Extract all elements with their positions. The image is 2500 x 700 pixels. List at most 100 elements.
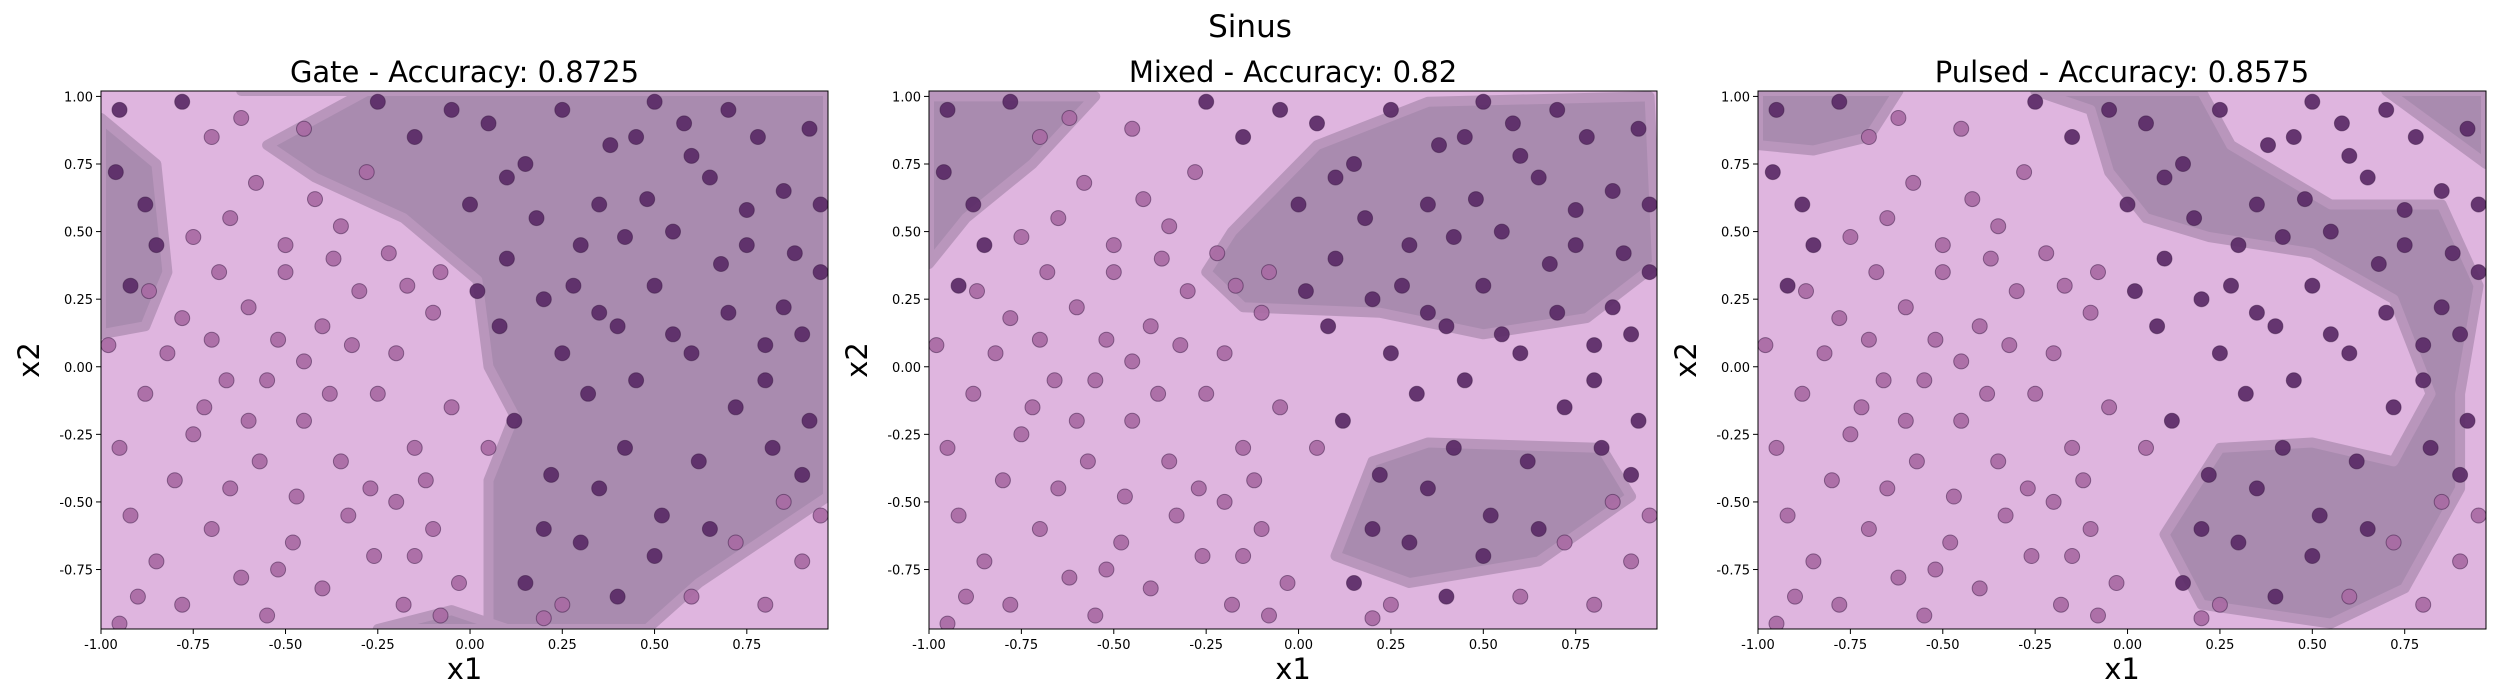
x-tick-label: -0.75 — [1005, 638, 1039, 653]
data-point-class1 — [2285, 372, 2302, 389]
data-point-class1 — [1467, 191, 1484, 208]
data-point-class0 — [314, 318, 331, 335]
data-point-class0 — [939, 439, 956, 456]
data-point-class1 — [2149, 318, 2166, 335]
data-point-class0 — [425, 521, 442, 537]
data-point-class0 — [1124, 353, 1141, 370]
data-point-class1 — [2248, 480, 2265, 497]
y-tick-label: -0.75 — [59, 564, 93, 579]
data-point-class1 — [2230, 534, 2247, 551]
data-point-class0 — [1209, 245, 1226, 262]
y-tick-label: 0.25 — [1721, 293, 1750, 308]
data-point-class1 — [617, 439, 633, 456]
data-point-class0 — [1604, 493, 1621, 510]
data-point-class1 — [1604, 183, 1621, 199]
data-point-class0 — [2008, 283, 2025, 300]
data-point-class1 — [628, 129, 645, 145]
data-point-class1 — [1438, 318, 1455, 335]
y-tick-label: -0.50 — [59, 496, 93, 511]
x-tick-label: 0.00 — [2113, 638, 2142, 653]
data-point-class0 — [2064, 548, 2081, 564]
data-point-class1 — [2341, 345, 2358, 362]
decision-region-class1 — [236, 91, 828, 629]
data-point-class0 — [1105, 237, 1122, 254]
data-point-class1 — [1382, 345, 1399, 362]
data-point-class1 — [646, 93, 663, 110]
data-point-class1 — [1346, 575, 1362, 591]
data-point-class1 — [406, 129, 423, 145]
data-point-class1 — [2267, 318, 2284, 335]
data-point-class1 — [462, 196, 478, 213]
data-point-class1 — [1779, 277, 1796, 294]
data-point-class0 — [129, 588, 146, 605]
data-point-class1 — [1567, 237, 1584, 254]
data-point-class1 — [2285, 129, 2302, 145]
data-point-class1 — [2211, 345, 2228, 362]
data-point-class1 — [1604, 299, 1621, 316]
data-point-class1 — [1364, 291, 1381, 308]
data-point-class1 — [775, 183, 792, 199]
data-point-class0 — [296, 120, 312, 137]
data-point-class1 — [1805, 237, 1822, 254]
data-point-class0 — [1916, 607, 1933, 624]
data-point-class1 — [2459, 412, 2476, 429]
data-point-class1 — [2186, 210, 2203, 227]
data-point-class1 — [2444, 245, 2461, 262]
data-point-class1 — [1371, 466, 1388, 483]
data-point-class0 — [2045, 345, 2062, 362]
data-point-class0 — [296, 412, 312, 429]
data-point-class1 — [602, 137, 619, 154]
x-tick-label: 0.25 — [1376, 638, 1405, 653]
data-point-class1 — [1445, 229, 1462, 245]
data-point-class0 — [1979, 385, 1996, 402]
data-point-class0 — [1031, 129, 1048, 145]
data-point-class0 — [1890, 569, 1907, 586]
data-point-class0 — [1875, 372, 1892, 389]
data-point-class1 — [2322, 223, 2339, 240]
data-point-class0 — [1024, 399, 1041, 416]
data-point-class0 — [554, 596, 571, 613]
data-point-class0 — [388, 345, 405, 362]
data-point-class0 — [1798, 283, 1814, 300]
data-point-class0 — [1031, 331, 1048, 348]
data-point-class0 — [794, 553, 811, 570]
data-point-class1 — [572, 237, 589, 254]
data-point-class1 — [1519, 453, 1536, 470]
data-point-class1 — [1764, 164, 1781, 181]
data-point-class1 — [713, 256, 729, 272]
data-point-class0 — [1860, 331, 1877, 348]
data-point-class0 — [969, 283, 985, 300]
y-tick-label: -0.50 — [1716, 496, 1750, 511]
data-point-class1 — [2433, 299, 2450, 316]
data-point-class0 — [1168, 507, 1185, 524]
data-point-class0 — [1002, 310, 1019, 327]
data-point-class1 — [812, 264, 828, 281]
data-point-class0 — [240, 299, 257, 316]
data-point-class0 — [1187, 164, 1204, 181]
data-point-class0 — [1098, 331, 1115, 348]
data-point-class1 — [720, 101, 737, 118]
y-tick-label: 0.50 — [1721, 226, 1750, 241]
data-point-class0 — [2056, 277, 2073, 294]
data-point-class1 — [801, 412, 818, 429]
data-point-class1 — [1493, 223, 1510, 240]
data-point-class0 — [1758, 337, 1774, 354]
data-point-class1 — [628, 372, 645, 389]
data-point-class1 — [1556, 399, 1573, 416]
data-point-class0 — [314, 580, 331, 597]
x-axis-label: x1 — [2104, 652, 2140, 686]
data-point-class1 — [2304, 93, 2321, 110]
data-point-class0 — [1087, 607, 1104, 624]
data-point-class1 — [2274, 229, 2291, 245]
data-point-class0 — [1253, 304, 1270, 321]
data-point-class1 — [1831, 93, 1848, 110]
plot-area — [929, 91, 1657, 629]
data-point-class0 — [2101, 399, 2118, 416]
data-point-class0 — [958, 588, 974, 605]
data-point-class0 — [122, 507, 139, 524]
data-point-class0 — [1105, 264, 1122, 281]
data-point-class0 — [111, 615, 128, 629]
data-point-class1 — [1586, 372, 1603, 389]
data-point-class1 — [757, 372, 774, 389]
